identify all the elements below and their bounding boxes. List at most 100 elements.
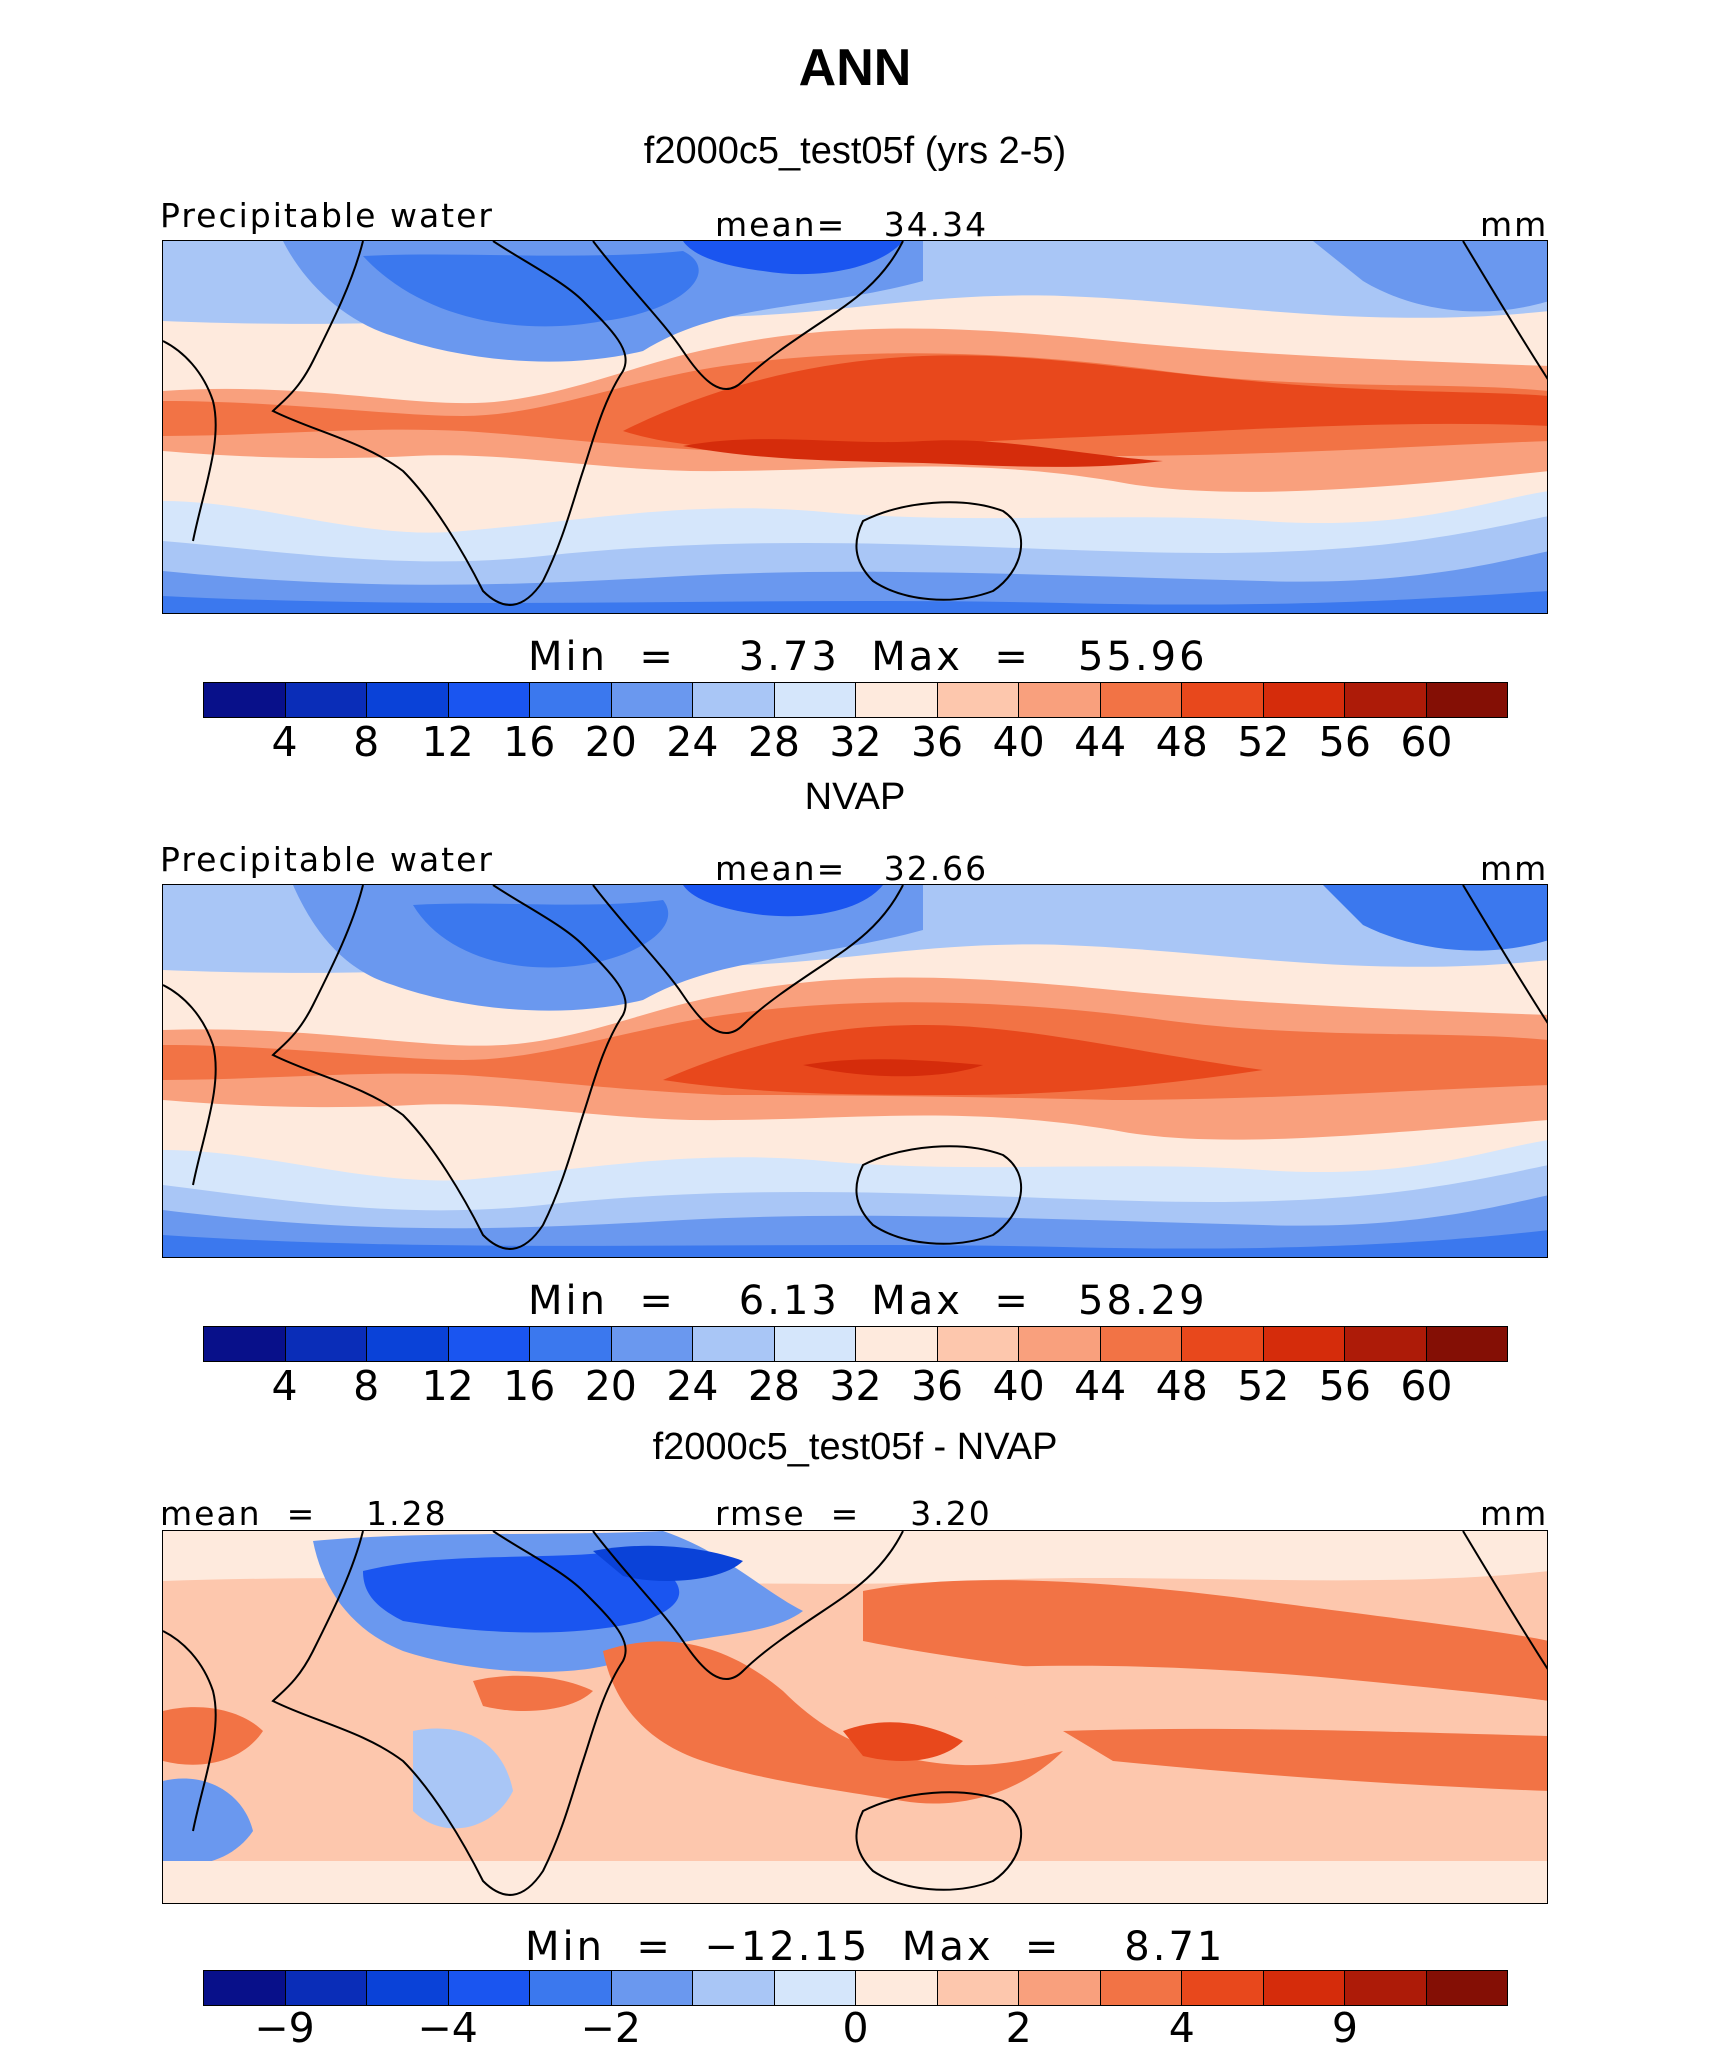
colorbar-swatch <box>1182 1327 1264 1361</box>
colorbar-tick-label: 8 <box>353 718 380 766</box>
colorbar-swatch <box>856 1327 938 1361</box>
colorbar-tick-label: 44 <box>1074 718 1127 766</box>
colorbar-swatch <box>285 683 367 717</box>
north-pacific-positive <box>863 1580 1547 1701</box>
colorbar-tick-label: 12 <box>421 718 474 766</box>
panel-2-field <box>163 885 1547 1257</box>
coastlines <box>163 241 1547 606</box>
colorbar-swatch <box>204 683 286 717</box>
colorbar-swatch <box>774 683 856 717</box>
colorbar-swatch <box>937 1971 1019 2005</box>
panel-1-field <box>163 241 1547 613</box>
australia-coast <box>855 501 1022 601</box>
colorbar-swatch <box>1263 1971 1345 2005</box>
colorbar-tick-label: 60 <box>1400 1362 1453 1410</box>
colorbar-swatch <box>1100 1971 1182 2005</box>
colorbar-tick-label: 32 <box>829 718 882 766</box>
panel-1-minmax: Min = 3.73 Max = 55.96 <box>528 634 1208 680</box>
panel-2-colorbar-ticks: 4 8 12 16 20 24 28 32 36 40 44 48 52 56 60 <box>203 1362 1508 1412</box>
colorbar-swatch <box>204 1971 286 2005</box>
warm-pool-core <box>803 1059 983 1077</box>
colorbar-tick-label: 40 <box>992 718 1045 766</box>
colorbar-swatch <box>1426 1327 1507 1361</box>
sahara-core <box>363 251 699 327</box>
colorbar-swatch <box>1426 1971 1507 2005</box>
panel-2-units-label: mm <box>1480 849 1549 888</box>
panel-1-colorbar <box>203 682 1508 718</box>
panel-1-mean-label: mean= 34.34 <box>715 205 989 244</box>
sahara-core <box>413 900 669 968</box>
panel-3-colorbar-ticks: −9 −4 −2 0 2 4 9 <box>203 2004 1508 2052</box>
south-pacific-positive <box>1063 1728 1547 1791</box>
colorbar-tick-label: −2 <box>580 2004 642 2052</box>
colorbar-swatch <box>1019 1327 1101 1361</box>
panel-3-colorbar <box>203 1970 1508 2006</box>
panel-3-mean-label: mean = 1.28 <box>160 1494 448 1533</box>
colorbar-tick-label: 52 <box>1237 718 1290 766</box>
africa-coast <box>271 241 627 606</box>
colorbar-swatch <box>1263 1327 1345 1361</box>
na-dry-zone <box>1323 885 1547 951</box>
colorbar-tick-label: 40 <box>992 1362 1045 1410</box>
colorbar-tick-label: 28 <box>747 1362 801 1410</box>
colorbar-swatch <box>367 683 449 717</box>
colorbar-swatch <box>1182 683 1264 717</box>
colorbar-tick-label: 4 <box>1168 2004 1195 2052</box>
colorbar-swatch <box>693 1327 775 1361</box>
colorbar-swatch <box>367 1971 449 2005</box>
atlantic-positive <box>163 1707 263 1765</box>
south-america-coast <box>163 340 217 542</box>
colorbar-tick-label: −9 <box>254 2004 315 2052</box>
colorbar-swatch <box>1019 1971 1101 2005</box>
asia-coast <box>592 241 904 391</box>
colorbar-swatch <box>1100 683 1182 717</box>
colorbar-swatch <box>856 683 938 717</box>
colorbar-tick-label: 36 <box>910 1362 964 1410</box>
panel-3-title: f2000c5_test05f - NVAP <box>652 1426 1058 1468</box>
colorbar-tick-label: 0 <box>842 2004 869 2052</box>
colorbar-swatch <box>1345 1327 1427 1361</box>
colorbar-tick-label: 20 <box>584 718 637 766</box>
south-america-coast <box>163 1630 217 1832</box>
panel-3-field <box>163 1531 1547 1903</box>
colorbar-tick-label: 9 <box>1331 2004 1358 2052</box>
south-band-4 <box>163 591 1547 613</box>
africa-coast <box>271 1531 627 1896</box>
colorbar-tick-label: 48 <box>1155 718 1208 766</box>
colorbar-swatch <box>611 683 693 717</box>
warm-pool <box>663 1025 1263 1095</box>
colorbar-swatch <box>1019 683 1101 717</box>
colorbar-swatch <box>530 1327 612 1361</box>
colorbar-tick-label: 60 <box>1400 718 1453 766</box>
south-america-negative <box>163 1778 253 1865</box>
colorbar-swatch <box>856 1971 938 2005</box>
colorbar-tick-label: 16 <box>503 1362 556 1410</box>
panel-1-units-label: mm <box>1480 205 1549 244</box>
colorbar-tick-label: 24 <box>666 718 719 766</box>
colorbar-swatch <box>530 683 612 717</box>
arabia-negative <box>593 1545 743 1581</box>
sahara-strong-negative <box>363 1551 680 1633</box>
panel-2-variable-label: Precipitable water <box>160 840 494 879</box>
figure-title: ANN <box>798 39 912 97</box>
panel-2-minmax: Min = 6.13 Max = 58.29 <box>528 1278 1208 1324</box>
panel-3-rmse-label: rmse = 3.20 <box>715 1494 992 1533</box>
americas-coast <box>1462 241 1547 380</box>
colorbar-swatch <box>1100 1327 1182 1361</box>
colorbar-swatch <box>204 1327 286 1361</box>
bay-bengal-neutral <box>763 1637 883 1702</box>
equatorial-pacific-neutral <box>923 1665 1547 1731</box>
colorbar-tick-label: 8 <box>353 1362 380 1410</box>
australia-coast <box>855 1145 1022 1245</box>
colorbar-swatch <box>367 1327 449 1361</box>
colorbar-swatch <box>1182 1971 1264 2005</box>
panel-1-map <box>162 240 1548 614</box>
colorbar-tick-label: 28 <box>747 718 801 766</box>
south-band-3 <box>163 551 1547 613</box>
colorbar-swatch <box>774 1971 856 2005</box>
panel-2-map <box>162 884 1548 1258</box>
colorbar-tick-label: 52 <box>1237 1362 1290 1410</box>
colorbar-swatch <box>448 1327 530 1361</box>
colorbar-tick-label: 16 <box>503 718 556 766</box>
colorbar-swatch <box>693 1971 775 2005</box>
